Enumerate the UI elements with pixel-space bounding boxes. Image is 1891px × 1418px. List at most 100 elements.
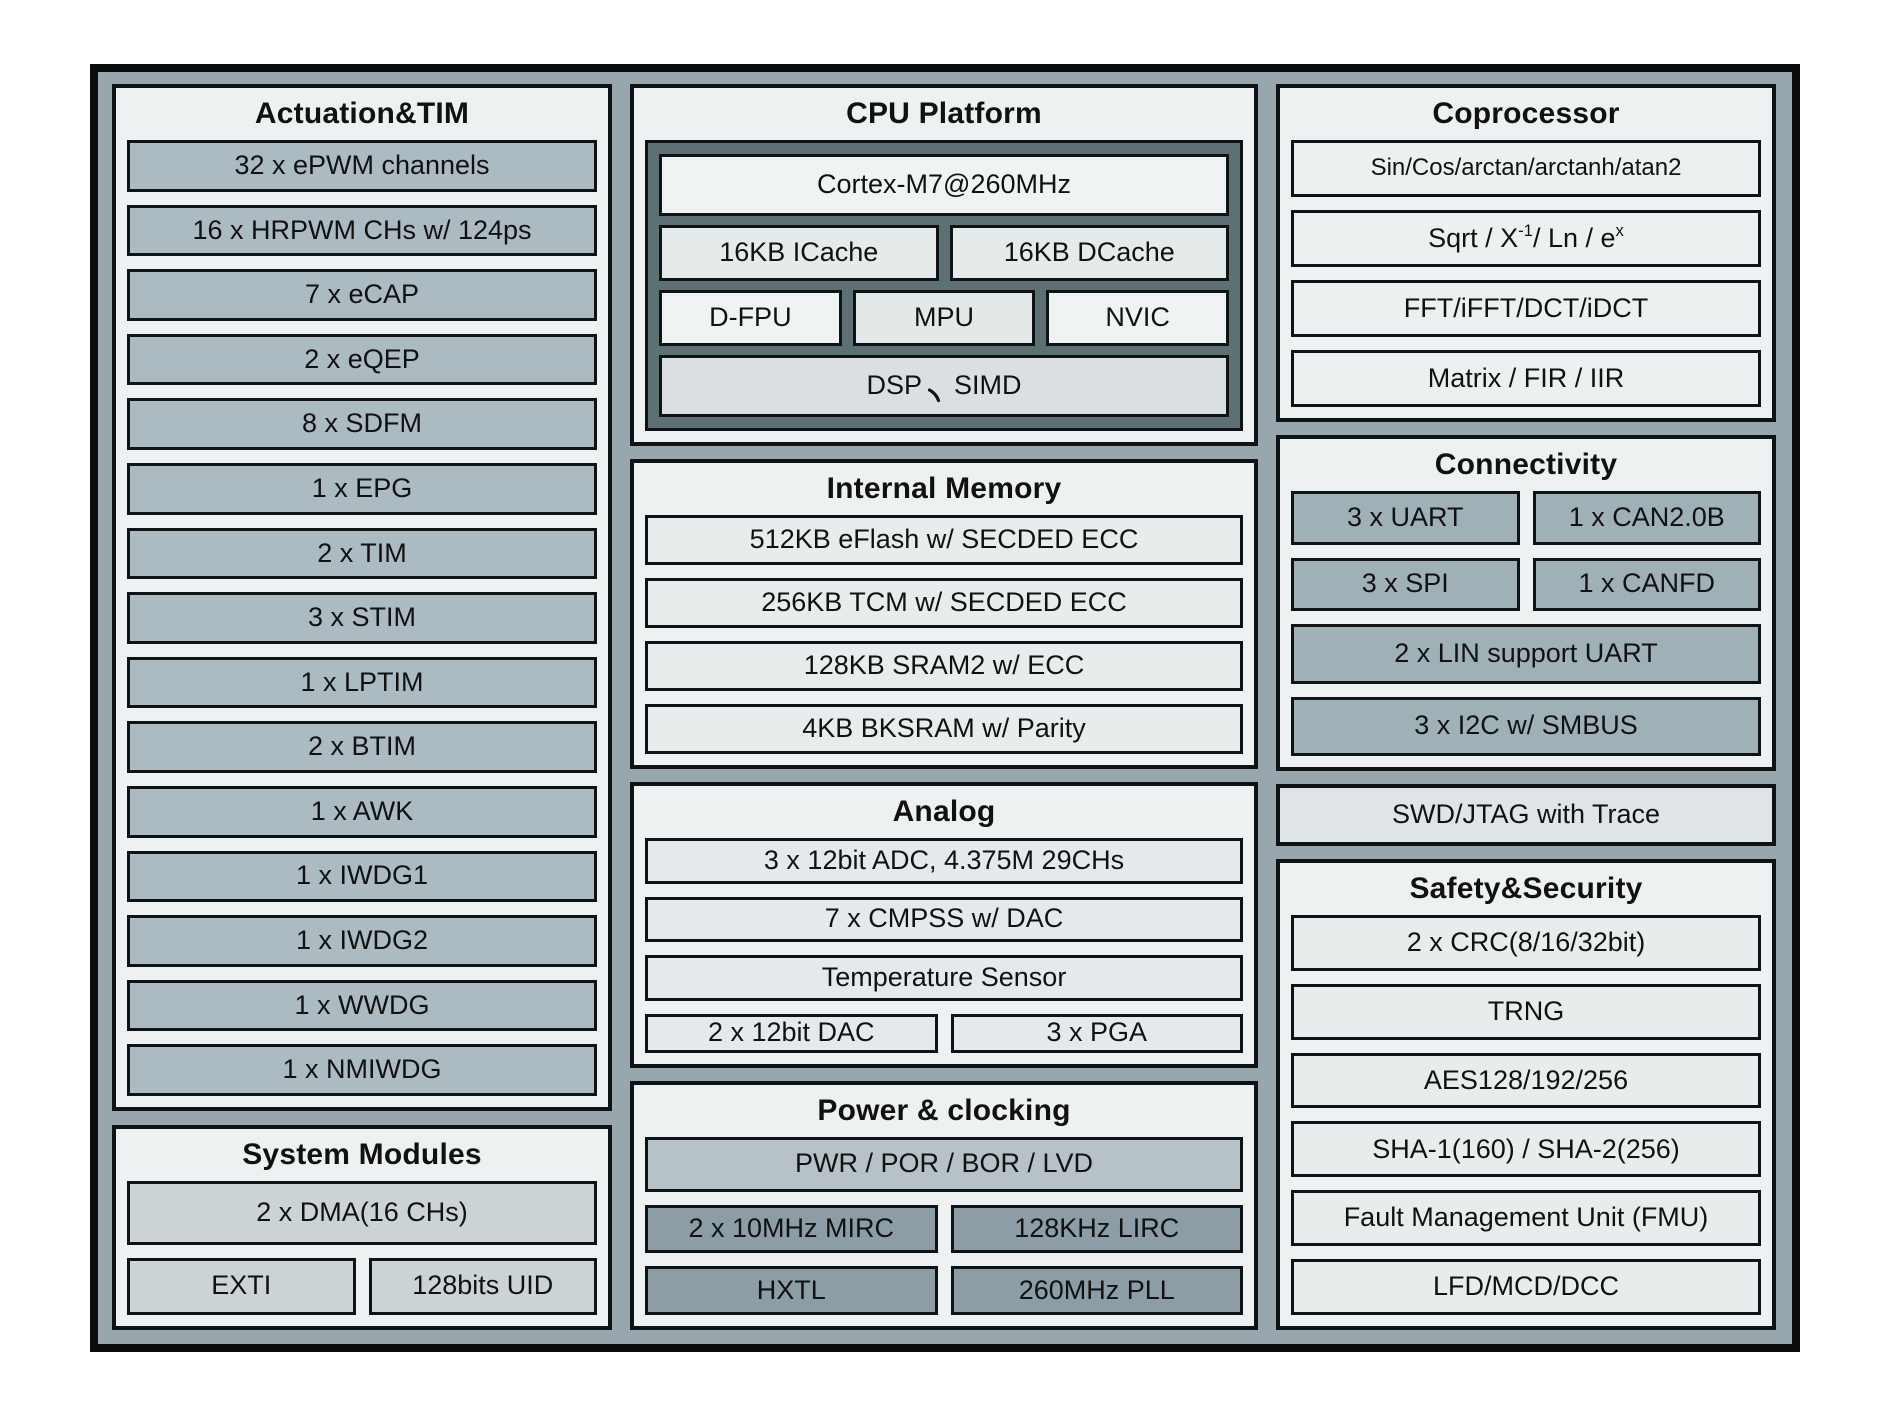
safety-item-aes: AES128/192/256 — [1291, 1052, 1761, 1109]
cpu-icache-box: 16KB ICache — [659, 225, 939, 281]
system-modules-title: System Modules — [242, 1138, 482, 1171]
actuation-tim-panel: Actuation&TIM 32 x ePWM channels 16 x HR… — [112, 84, 612, 1111]
safety-item-fmu: Fault Management Unit (FMU) — [1291, 1190, 1761, 1247]
analog-item-cmpss: 7 x CMPSS w/ DAC — [645, 896, 1243, 942]
system-modules-panel: System Modules 2 x DMA(16 CHs) EXTI 128b… — [112, 1125, 612, 1330]
system-modules-row: EXTI 128bits UID — [127, 1257, 597, 1315]
analog-item-dac: 2 x 12bit DAC — [645, 1013, 938, 1053]
safety-security-panel: Safety&Security 2 x CRC(8/16/32bit) TRNG… — [1276, 859, 1776, 1330]
power-item-pwr: PWR / POR / BOR / LVD — [645, 1137, 1243, 1192]
analog-panel: Analog 3 x 12bit ADC, 4.375M 29CHs 7 x C… — [630, 782, 1258, 1068]
connectivity-item-canfd: 1 x CANFD — [1532, 557, 1761, 611]
coprocessor-stack: Sin/Cos/arctan/arctanh/atan2 Sqrt / X -1 … — [1291, 140, 1761, 407]
actuation-item-epg: 1 x EPG — [127, 462, 597, 515]
safety-security-stack: 2 x CRC(8/16/32bit) TRNG AES128/192/256 … — [1291, 915, 1761, 1315]
analog-dac-pga-row: 2 x 12bit DAC 3 x PGA — [645, 1013, 1243, 1053]
actuation-item-stim: 3 x STIM — [127, 592, 597, 644]
actuation-item-hrpwm: 16 x HRPWM CHs w/ 124ps — [127, 204, 597, 257]
actuation-tim-title: Actuation&TIM — [254, 97, 470, 130]
actuation-item-iwdg2: 1 x IWDG2 — [127, 915, 597, 967]
system-item-exti: EXTI — [127, 1257, 356, 1315]
power-item-pll: 260MHz PLL — [950, 1266, 1243, 1316]
system-item-dma: 2 x DMA(16 CHs) — [127, 1181, 597, 1245]
power-item-mirc: 2 x 10MHz MIRC — [645, 1204, 938, 1254]
cpu-mpu-box: MPU — [852, 290, 1036, 346]
cpu-cache-row: 16KB ICache 16KB DCache — [659, 225, 1229, 281]
actuation-item-ecap: 7 x eCAP — [127, 269, 597, 321]
memory-item-bksram: 4KB BKSRAM w/ Parity — [645, 704, 1243, 754]
coprocessor-title: Coprocessor — [1432, 97, 1620, 130]
connectivity-item-uart: 3 x UART — [1291, 491, 1520, 545]
mcu-block-diagram: Actuation&TIM 32 x ePWM channels 16 x HR… — [90, 64, 1800, 1352]
connectivity-row-2: 3 x SPI 1 x CANFD — [1291, 557, 1761, 611]
internal-memory-stack: 512KB eFlash w/ SECDED ECC 256KB TCM w/ … — [645, 515, 1243, 754]
coprocessor-item-matrix: Matrix / FIR / IIR — [1291, 350, 1761, 407]
connectivity-title: Connectivity — [1434, 448, 1618, 481]
cpu-simd-label: SIMD — [954, 370, 1022, 401]
safety-item-trng: TRNG — [1291, 983, 1761, 1040]
analog-item-temp-sensor: Temperature Sensor — [645, 955, 1243, 1001]
cpu-dsp-label: DSP — [866, 370, 923, 401]
cpu-platform-title: CPU Platform — [846, 97, 1042, 130]
column-right: Coprocessor Sin/Cos/arctan/arctanh/atan2… — [1276, 84, 1776, 1330]
cpu-dsp-simd-box: DSP SIMD — [659, 355, 1229, 417]
power-clocking-title: Power & clocking — [817, 1094, 1071, 1127]
actuation-item-lptim: 1 x LPTIM — [127, 656, 597, 709]
actuation-item-eqep: 2 x eQEP — [127, 333, 597, 386]
cpu-dfpu-box: D-FPU — [659, 290, 842, 346]
connectivity-stack: 3 x UART 1 x CAN2.0B 3 x SPI 1 x CANFD 2… — [1291, 491, 1761, 756]
internal-memory-title: Internal Memory — [826, 472, 1062, 505]
analog-stack: 3 x 12bit ADC, 4.375M 29CHs 7 x CMPSS w/… — [645, 838, 1243, 1053]
safety-item-crc: 2 x CRC(8/16/32bit) — [1291, 915, 1761, 971]
power-clocking-panel: Power & clocking PWR / POR / BOR / LVD 2… — [630, 1081, 1258, 1330]
cpu-core-container: Cortex-M7@260MHz 16KB ICache 16KB DCache… — [645, 140, 1243, 431]
safety-security-title: Safety&Security — [1409, 872, 1643, 905]
power-row-osc2: HXTL 260MHz PLL — [645, 1266, 1243, 1316]
column-left: Actuation&TIM 32 x ePWM channels 16 x HR… — [112, 84, 612, 1330]
safety-item-lfd: LFD/MCD/DCC — [1291, 1259, 1761, 1315]
actuation-item-stack: 32 x ePWM channels 16 x HRPWM CHs w/ 124… — [127, 140, 597, 1096]
analog-title: Analog — [892, 795, 996, 828]
sqrt-text-1: Sqrt / X — [1428, 222, 1519, 253]
sqrt-text-2: / Ln / e — [1532, 222, 1616, 253]
sqrt-sup-inverse: -1 — [1518, 220, 1533, 240]
system-modules-stack: 2 x DMA(16 CHs) EXTI 128bits UID — [127, 1181, 597, 1315]
connectivity-item-lin: 2 x LIN support UART — [1291, 624, 1761, 684]
swd-jtag-trace-box: SWD/JTAG with Trace — [1276, 784, 1776, 846]
actuation-item-iwdg1: 1 x IWDG1 — [127, 850, 597, 903]
cpu-platform-panel: CPU Platform Cortex-M7@260MHz 16KB ICach… — [630, 84, 1258, 446]
safety-item-sha: SHA-1(160) / SHA-2(256) — [1291, 1121, 1761, 1178]
actuation-item-sdfm: 8 x SDFM — [127, 398, 597, 450]
coprocessor-panel: Coprocessor Sin/Cos/arctan/arctanh/atan2… — [1276, 84, 1776, 422]
system-item-uid: 128bits UID — [368, 1257, 597, 1315]
ideographic-comma-icon — [927, 387, 941, 402]
connectivity-item-spi: 3 x SPI — [1291, 557, 1520, 611]
internal-memory-panel: Internal Memory 512KB eFlash w/ SECDED E… — [630, 459, 1258, 769]
memory-item-eflash: 512KB eFlash w/ SECDED ECC — [645, 515, 1243, 565]
connectivity-panel: Connectivity 3 x UART 1 x CAN2.0B 3 x SP… — [1276, 435, 1776, 771]
power-clocking-stack: PWR / POR / BOR / LVD 2 x 10MHz MIRC 128… — [645, 1137, 1243, 1316]
power-item-lirc: 128KHz LIRC — [950, 1204, 1243, 1254]
actuation-item-wwdg: 1 x WWDG — [127, 979, 597, 1032]
actuation-item-nmiwdg: 1 x NMIWDG — [127, 1044, 597, 1096]
actuation-item-epwm: 32 x ePWM channels — [127, 140, 597, 192]
column-middle: CPU Platform Cortex-M7@260MHz 16KB ICach… — [630, 84, 1258, 1330]
connectivity-item-can: 1 x CAN2.0B — [1532, 491, 1761, 545]
analog-item-pga: 3 x PGA — [950, 1013, 1243, 1053]
power-row-osc1: 2 x 10MHz MIRC 128KHz LIRC — [645, 1204, 1243, 1254]
actuation-item-awk: 1 x AWK — [127, 785, 597, 838]
memory-item-tcm: 256KB TCM w/ SECDED ECC — [645, 578, 1243, 628]
analog-item-adc: 3 x 12bit ADC, 4.375M 29CHs — [645, 838, 1243, 884]
coprocessor-item-trig: Sin/Cos/arctan/arctanh/atan2 — [1291, 140, 1761, 197]
sqrt-sup-exp: x — [1615, 220, 1624, 240]
connectivity-row-1: 3 x UART 1 x CAN2.0B — [1291, 491, 1761, 545]
actuation-item-btim: 2 x BTIM — [127, 721, 597, 773]
cpu-units-row: D-FPU MPU NVIC — [659, 290, 1230, 346]
power-item-hxtl: HXTL — [645, 1266, 938, 1316]
actuation-item-tim: 2 x TIM — [127, 527, 597, 580]
cpu-dcache-box: 16KB DCache — [949, 225, 1229, 281]
memory-item-sram2: 128KB SRAM2 w/ ECC — [645, 641, 1243, 691]
cpu-nvic-box: NVIC — [1046, 290, 1230, 346]
connectivity-item-i2c: 3 x I2C w/ SMBUS — [1291, 696, 1761, 756]
